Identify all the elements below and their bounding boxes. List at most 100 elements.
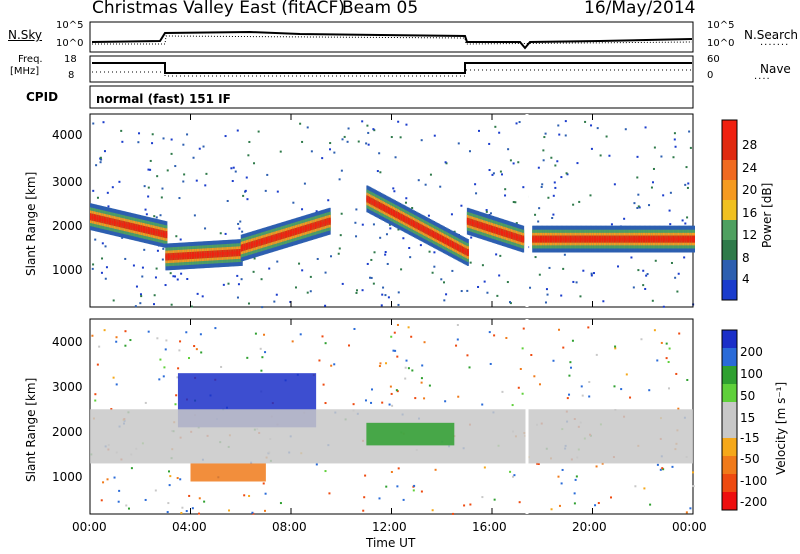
power-band-cell (677, 237, 680, 241)
power-noise-cell (92, 122, 95, 125)
power-noise-cell (373, 251, 376, 254)
nsky-tick-bottom: 10^0 (56, 38, 84, 49)
power-noise-cell (379, 236, 382, 239)
power-noise-cell (460, 290, 463, 293)
power-band-cell (616, 237, 619, 241)
power-band-cell (123, 223, 126, 227)
power-band-cell (685, 237, 688, 241)
velocity-noise-cell (573, 492, 576, 495)
power-noise-cell (354, 221, 357, 224)
power-noise-cell (636, 176, 639, 179)
velocity-noise-cell (665, 357, 668, 360)
velocity-noise-cell (180, 512, 183, 515)
power-band-cell (285, 232, 288, 236)
power-noise-cell (684, 183, 687, 186)
power-noise-cell (355, 291, 358, 294)
velocity-noise-cell (407, 367, 410, 370)
power-band-cell (221, 252, 224, 256)
power-band-cell (270, 237, 273, 241)
power-noise-cell (102, 121, 105, 124)
xtick-1: 04:00 (172, 520, 207, 534)
power-noise-cell (306, 126, 309, 129)
velocity-noise-cell (198, 497, 201, 500)
power-band-cell (564, 237, 567, 241)
power-noise-cell (140, 295, 143, 298)
power-noise-cell (637, 193, 640, 196)
power-noise-cell (498, 274, 501, 277)
power-noise-cell (504, 194, 507, 197)
power-band-cell (198, 253, 201, 257)
velocity-noise-cell (411, 369, 414, 372)
power-band-cell (568, 237, 571, 241)
power-band-cell (416, 224, 419, 228)
power-noise-cell (390, 136, 393, 139)
power-noise-cell (515, 122, 518, 125)
velocity-cbar-tick-100: 100 (740, 367, 763, 381)
power-noise-cell (499, 170, 502, 173)
power-band-cell (318, 222, 321, 226)
power-noise-cell (501, 173, 504, 176)
power-noise-cell (387, 296, 390, 299)
xtick-2: 08:00 (272, 520, 307, 534)
power-noise-cell (460, 204, 463, 207)
power-noise-cell (151, 142, 154, 145)
power-noise-cell (231, 180, 234, 183)
power-noise-cell (399, 136, 402, 139)
power-band-cell (439, 236, 442, 240)
velocity-noise-cell (260, 369, 263, 372)
power-band-cell (110, 219, 113, 224)
power-band-cell (431, 232, 434, 236)
velocity-noise-cell (125, 504, 128, 507)
power-noise-cell (329, 148, 332, 151)
power-noise-cell (179, 238, 182, 241)
power-band-cell (185, 254, 188, 258)
velocity-noise-cell (200, 351, 203, 354)
velocity-noise-cell (404, 377, 407, 380)
power-noise-cell (155, 216, 158, 219)
power-band-cell (169, 255, 172, 259)
power-band-cell (102, 218, 105, 222)
power-noise-cell (605, 135, 608, 138)
power-noise-cell (584, 120, 587, 123)
power-band-cell (220, 252, 223, 256)
power-band-cell (551, 237, 554, 241)
power-band-cell (392, 211, 395, 215)
velocity-noise-cell (444, 400, 447, 403)
power-band-cell (371, 200, 374, 204)
power-band-cell (587, 237, 590, 241)
power-band-cell (218, 252, 221, 256)
power-band-cell (681, 237, 684, 241)
velocity-noise-cell (98, 345, 101, 348)
power-band-cell (210, 252, 213, 256)
power-band-cell (234, 251, 237, 255)
power-noise-cell (244, 189, 247, 192)
xtick-4: 16:00 (472, 520, 507, 534)
power-noise-cell (551, 217, 554, 220)
power-noise-cell (341, 282, 344, 285)
velocity-noise-cell (371, 388, 374, 391)
velocity-noise-cell (594, 504, 597, 507)
velocity-noise-cell (389, 385, 392, 388)
velocity-noise-cell (412, 489, 415, 492)
velocity-noise-cell (188, 357, 191, 360)
power-noise-cell (397, 291, 400, 294)
power-band-cell (637, 237, 640, 241)
power-noise-cell (509, 302, 512, 305)
velocity-noise-cell (370, 401, 373, 404)
power-band-cell (672, 237, 675, 241)
power-noise-cell (517, 161, 520, 164)
power-noise-cell (195, 179, 198, 182)
power-noise-cell (253, 257, 256, 260)
velocity-noise-cell (428, 384, 431, 387)
velocity-colorbar-swatch (722, 330, 737, 349)
power-band-cell (206, 252, 209, 257)
velocity-noise-cell (103, 329, 106, 332)
power-noise-cell (670, 261, 673, 264)
power-band-cell (312, 224, 315, 228)
velocity-noise-cell (168, 484, 171, 487)
velocity-colorbar-swatch (722, 474, 737, 493)
power-noise-cell (239, 220, 242, 223)
power-noise-cell (144, 208, 147, 211)
power-band-cell (233, 251, 236, 255)
power-noise-cell (428, 250, 431, 253)
